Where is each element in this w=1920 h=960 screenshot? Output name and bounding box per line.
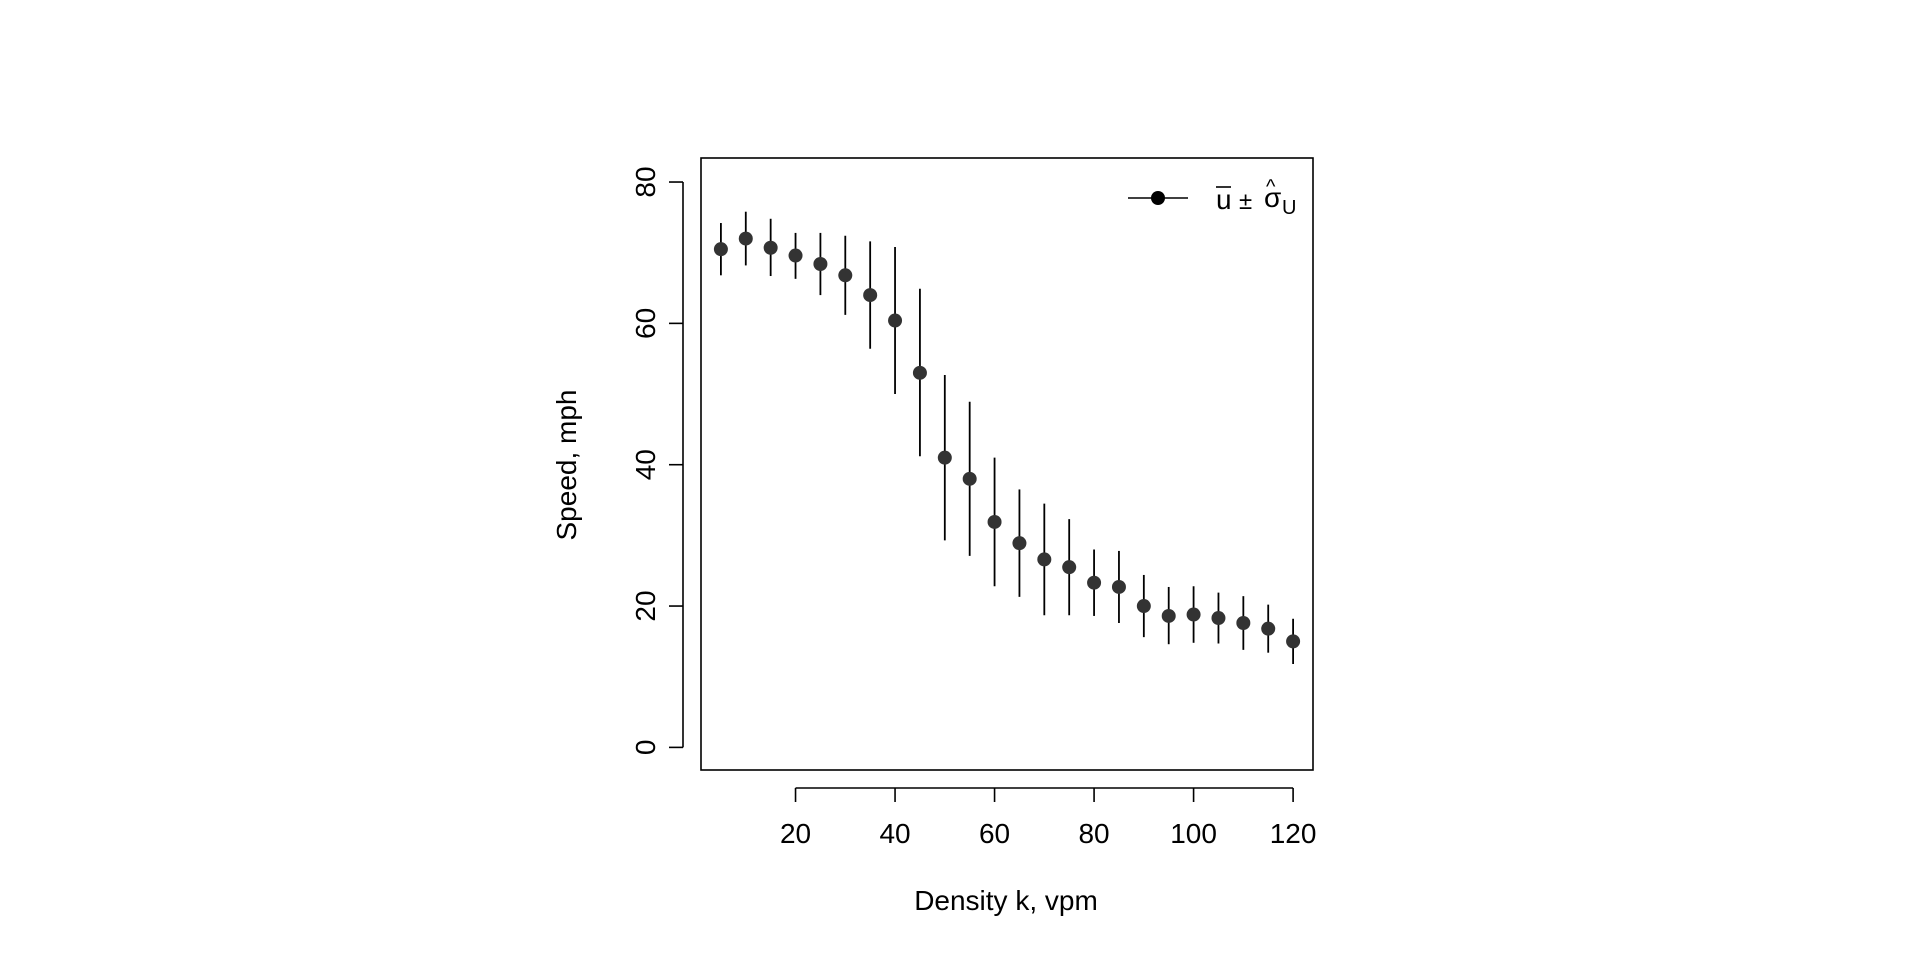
plot-area — [700, 157, 1314, 771]
y-tick-label: 40 — [630, 449, 661, 480]
legend-mean: u — [1216, 184, 1232, 215]
legend-pm: ± — [1239, 188, 1252, 215]
data-point — [1062, 560, 1077, 575]
data-point — [1261, 621, 1276, 636]
data-point — [1111, 579, 1126, 594]
legend: u ± ^ σ U — [1128, 176, 1296, 219]
data-point — [863, 288, 878, 303]
legend-sub: U — [1282, 197, 1296, 219]
legend-sigma: σ — [1264, 182, 1281, 213]
data-point — [1211, 611, 1226, 626]
x-tick-label: 40 — [879, 818, 910, 849]
data-point — [1037, 552, 1052, 567]
data-point — [838, 268, 853, 283]
data-point — [987, 514, 1002, 529]
data-point — [763, 240, 778, 255]
data-point — [888, 313, 903, 328]
data-point — [1236, 616, 1251, 631]
y-tick-label: 60 — [630, 308, 661, 339]
x-axis-label: Density k, vpm — [914, 885, 1098, 916]
data-point — [962, 471, 977, 486]
error-bars — [720, 211, 1294, 664]
y-axis-label: Speed, mph — [551, 390, 582, 541]
x-tick-label: 80 — [1078, 818, 1109, 849]
y-axis: 0 20 40 60 80 — [630, 166, 684, 756]
x-tick-label: 20 — [780, 818, 811, 849]
data-point — [1186, 607, 1201, 622]
x-tick-label: 120 — [1270, 818, 1317, 849]
data-point — [937, 450, 952, 465]
legend-marker — [1151, 191, 1165, 205]
data-point — [1161, 608, 1176, 623]
y-tick-label: 80 — [630, 166, 661, 197]
data-point — [1087, 575, 1102, 590]
legend-sigma-hat: ^ — [1266, 176, 1276, 198]
y-tick-label: 0 — [630, 740, 661, 756]
data-point — [813, 257, 828, 272]
x-tick-label: 100 — [1170, 818, 1217, 849]
data-points — [713, 231, 1301, 649]
data-point — [788, 248, 803, 263]
data-point — [1012, 536, 1027, 551]
data-point — [1286, 634, 1301, 649]
data-point — [738, 231, 753, 246]
data-point — [1136, 599, 1151, 614]
plot-frame — [700, 157, 1314, 771]
data-point — [713, 242, 728, 257]
y-tick-label: 20 — [630, 590, 661, 621]
x-axis: 20 40 60 80 100 120 — [780, 787, 1317, 849]
data-point — [912, 365, 927, 380]
x-tick-label: 60 — [979, 818, 1010, 849]
